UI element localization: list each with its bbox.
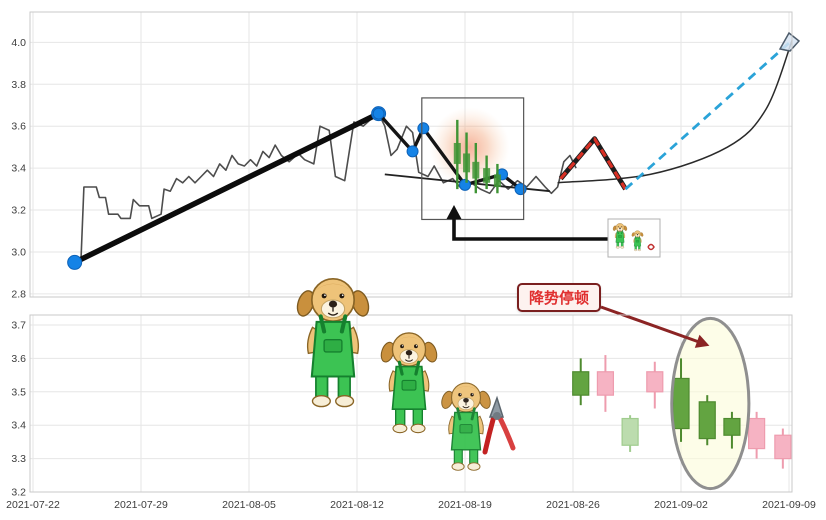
mini-candle-body [472,161,480,179]
x-tick-label: 2021-07-22 [6,499,60,511]
x-tick-label: 2021-08-05 [222,499,276,511]
mini-candle-body [493,174,501,187]
projection-curve [557,40,793,184]
candle-body [646,371,664,393]
y-tick-label: 4.0 [11,37,26,49]
pliers-icon [482,395,516,455]
trend-point-marker [459,178,472,191]
arrowhead [446,205,462,219]
downtrend-arrow [600,305,700,344]
candle-body [596,371,615,396]
x-tick-label: 2021-09-02 [654,499,708,511]
candle-body [698,401,716,440]
y-tick-label: 3.8 [11,79,26,91]
candle-body [572,371,590,396]
y-tick-label: 3.4 [11,163,26,175]
candle-body [748,417,766,450]
candle-body [774,434,792,460]
x-tick-label: 2021-08-19 [438,499,492,511]
tiny-pliers-icon [647,243,655,251]
y-tick-label: 2.8 [11,288,26,300]
trend-point-marker [372,107,385,120]
puppy-small-image [438,381,494,472]
trend-point-marker [67,254,83,270]
puppy-large-image [295,279,372,407]
candle-body [621,417,639,446]
blue-dashed-projection [624,39,794,191]
y-tick-label: 3.0 [11,246,26,258]
red-dashed-zigzag [559,137,627,190]
elbow-arrow [452,218,610,241]
y-tick-label: 3.4 [11,420,26,432]
mini-candle-body [483,168,491,183]
puppy-medium-image [377,331,441,435]
arrowhead [694,334,710,348]
downtrend-pause-label: 降势停顿 [517,283,602,312]
plot-area[interactable] [29,11,793,298]
mini-candle-body [453,142,461,164]
plot-area[interactable] [29,314,793,493]
gridlines [30,12,792,493]
x-tick-label: 2021-07-29 [114,499,168,511]
x-tick-label: 2021-09-09 [762,499,816,511]
x-tick-label: 2021-08-12 [330,499,384,511]
highlight-blob [429,107,510,188]
y-tick-label: 3.6 [11,121,26,133]
y-tick-label: 3.2 [11,487,26,499]
projection-end-flag-icon [778,31,801,52]
y-tick-label: 3.6 [11,353,26,365]
axis-labels: 2021-07-22 2021-07-29 2021-08-05 2021-08-12… [6,37,816,511]
y-tick-label: 3.2 [11,205,26,217]
y-tick-label: 3.5 [11,386,26,398]
trend-point-marker [514,183,527,196]
trend-point-marker [406,145,419,158]
trend-point-marker [417,122,430,135]
candle-body [723,417,741,436]
y-tick-label: 3.3 [11,453,26,465]
uptrend-line [71,110,382,266]
highlight-ellipse [670,316,751,491]
inset-thumbnail-box [607,218,661,258]
price-line [70,112,577,268]
candle-body [672,377,690,430]
y-tick-label: 3.7 [11,320,26,332]
highlight-rect [421,97,525,221]
x-tick-label: 2021-08-26 [546,499,600,511]
mini-candle-body [463,153,471,173]
